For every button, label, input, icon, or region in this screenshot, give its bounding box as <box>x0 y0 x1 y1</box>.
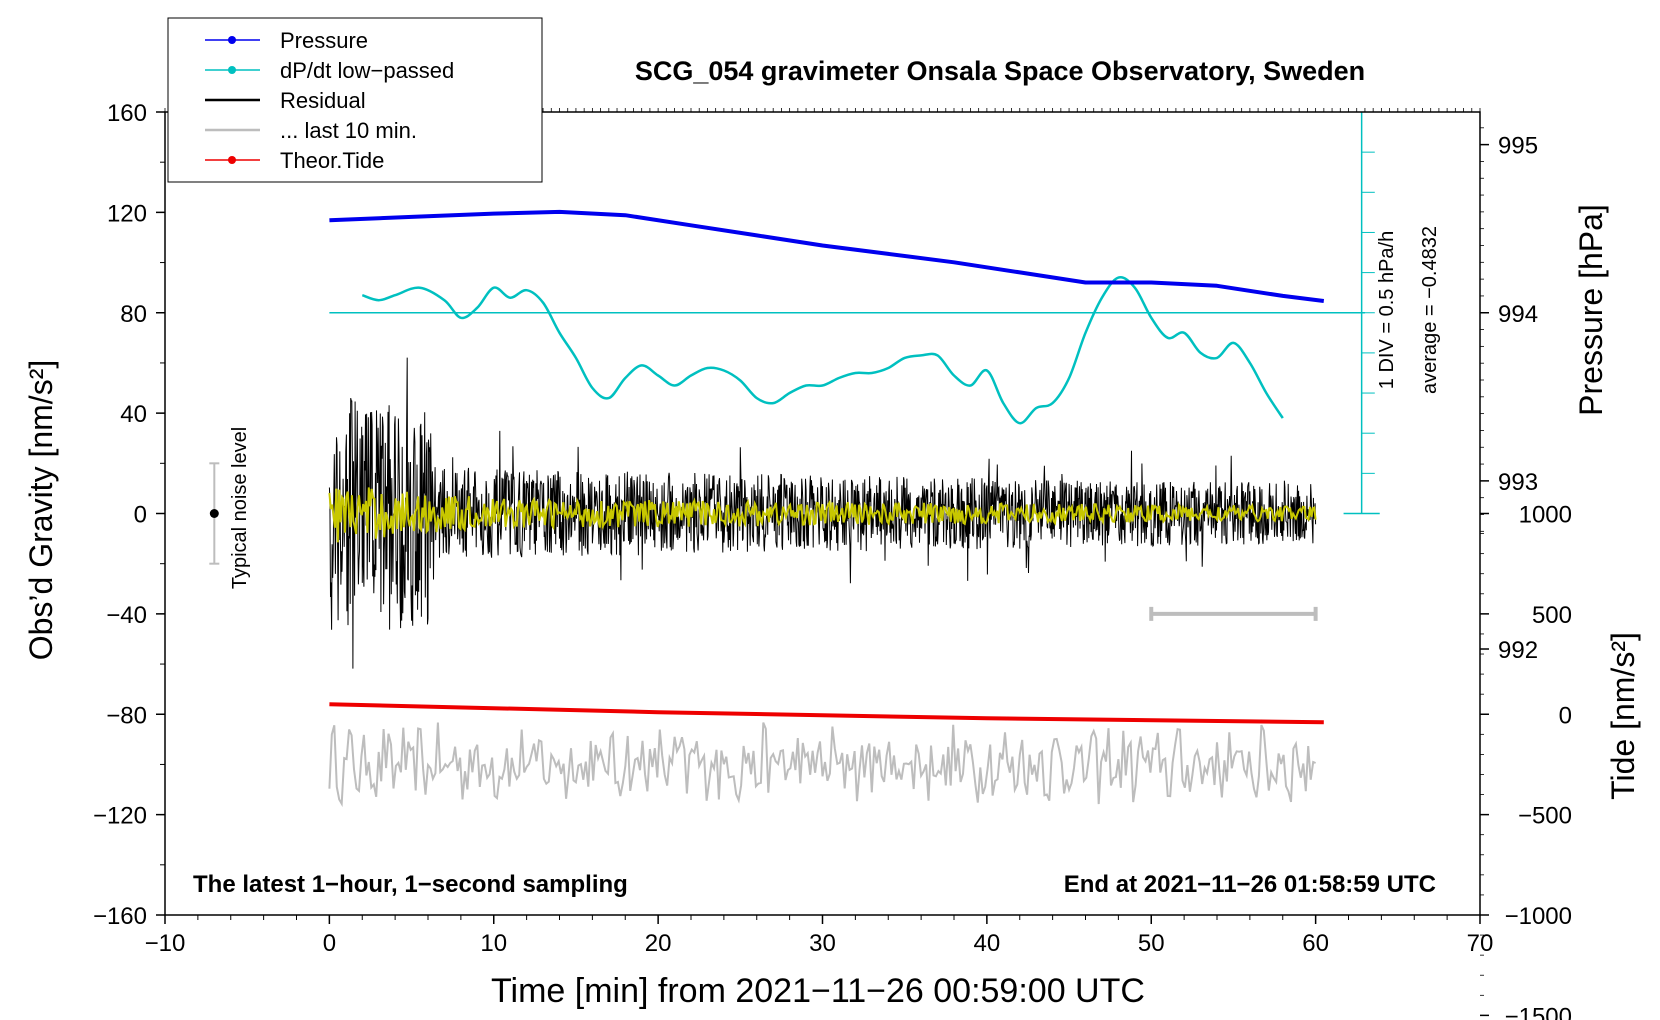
x-axis-label: Time [min] from 2021−11−26 00:59:00 UTC <box>491 972 1145 1010</box>
x-tick-label: 40 <box>974 930 1001 957</box>
annotation-average: average = −0.4832 <box>1419 226 1441 394</box>
legend-label-tide: Theor.Tide <box>280 148 384 173</box>
y-tick-label: 0 <box>134 502 147 529</box>
y-tick-label: 40 <box>120 401 147 428</box>
tide-tick-label: −1000 <box>1505 903 1572 930</box>
tide-tick-label: 500 <box>1532 602 1572 629</box>
annotation-noise-level: Typical noise level <box>229 427 251 589</box>
y-axis-label-pressure: Pressure [hPa] <box>1573 204 1609 416</box>
pressure-line <box>329 209 1325 303</box>
last10-line <box>328 722 1316 808</box>
residual-lowpass-line <box>328 487 1317 543</box>
y-axis-label-tide: Tide [nm/s²] <box>1605 632 1641 800</box>
y-axis-label-left: Obs’d Gravity [nm/s²] <box>23 360 59 661</box>
pressure-tick-label: 994 <box>1498 301 1538 328</box>
y-tick-label: 80 <box>120 301 147 328</box>
chart-title: SCG_054 gravimeter Onsala Space Observat… <box>635 56 1365 86</box>
x-tick-label: 0 <box>323 930 336 957</box>
tide-tick-label: −500 <box>1518 803 1572 830</box>
legend-label-pressure: Pressure <box>280 28 368 53</box>
noise-dot <box>209 509 219 518</box>
tide-tick-label: −1500 <box>1505 1003 1572 1020</box>
x-tick-label: 50 <box>1138 930 1165 957</box>
tide-line <box>329 702 1324 725</box>
tide-tick-label: 1000 <box>1519 502 1572 529</box>
y-tick-label: −80 <box>106 702 147 729</box>
y-tick-label: −160 <box>93 903 147 930</box>
y-tick-label: −120 <box>93 803 147 830</box>
pressure-tick-label: 995 <box>1498 133 1538 160</box>
x-tick-label: 30 <box>809 930 836 957</box>
legend-label-dpdt: dP/dt low−passed <box>280 58 454 83</box>
x-tick-label: 60 <box>1302 930 1329 957</box>
legend-label-residual: Residual <box>280 88 366 113</box>
y-tick-label: 160 <box>107 100 147 127</box>
legend-dot-dpdt <box>228 66 236 74</box>
pressure-tick-label: 993 <box>1498 469 1538 496</box>
series-layer <box>209 111 1380 808</box>
annotation-end-time: End at 2021−11−26 01:58:59 UTC <box>1064 871 1436 898</box>
legend-dot-tide <box>228 156 236 164</box>
annotation-div: 1 DIV = 0.5 hPa/h <box>1376 231 1398 389</box>
x-tick-label: −10 <box>145 930 186 957</box>
x-tick-label: 70 <box>1467 930 1494 957</box>
legend: Pressure dP/dt low−passed Residual ... l… <box>167 17 543 183</box>
legend-label-last10: ... last 10 min. <box>280 118 417 143</box>
dpdt-line <box>361 276 1284 425</box>
y-tick-label: 120 <box>107 200 147 227</box>
annotation-sampling: The latest 1−hour, 1−second sampling <box>193 871 628 898</box>
tide-tick-label: 0 <box>1559 702 1572 729</box>
y-tick-label: −40 <box>106 602 147 629</box>
legend-dot-pressure <box>228 36 236 44</box>
x-tick-label: 10 <box>480 930 507 957</box>
x-tick-label: 20 <box>645 930 672 957</box>
pressure-tick-label: 992 <box>1498 637 1538 664</box>
